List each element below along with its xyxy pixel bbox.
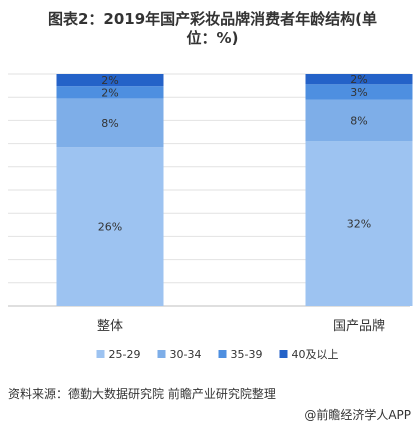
bar-segment	[56, 98, 164, 148]
bar-segment	[305, 74, 413, 85]
data-label: 2%	[350, 73, 367, 86]
bar-segment	[56, 86, 164, 99]
credit-note: @前瞻经济学人APP	[304, 408, 411, 422]
data-label: 3%	[350, 86, 367, 99]
chart-title: 图表2：2019年国产彩妆品牌消费者年龄结构(单位：%)	[47, 10, 378, 47]
bar-segment	[305, 141, 413, 306]
legend-swatch	[157, 350, 166, 358]
data-label: 2%	[101, 74, 118, 87]
bar-segment	[305, 84, 413, 100]
data-label: 2%	[101, 86, 118, 99]
category-label: 整体	[97, 319, 123, 334]
data-label: 8%	[101, 117, 118, 130]
data-label: 32%	[347, 218, 371, 231]
source-note: 资料来源：德勤大数据研究院 前瞻产业研究院整理	[8, 387, 276, 401]
category-label: 国产品牌	[333, 318, 385, 334]
bar-segment	[305, 99, 413, 142]
legend-label: 30-34	[170, 348, 202, 361]
legend-swatch	[279, 350, 288, 358]
data-label: 26%	[98, 221, 122, 234]
legend-swatch	[96, 350, 105, 358]
bar-segment	[56, 74, 164, 87]
legend-label: 40及以上	[292, 348, 339, 361]
legend-label: 25-29	[109, 348, 141, 361]
bar-segment	[56, 147, 164, 306]
legend-label: 35-39	[231, 348, 263, 361]
data-label: 8%	[350, 114, 367, 127]
legend-swatch	[218, 350, 227, 358]
